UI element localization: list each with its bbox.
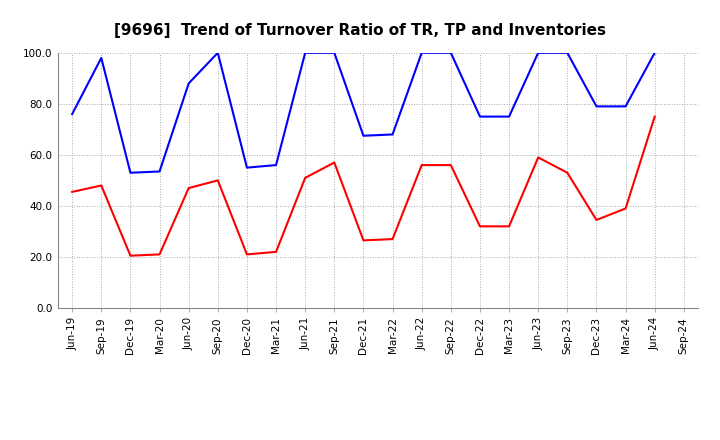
Trade Receivables [476,224,485,229]
Trade Payables [505,114,513,119]
Trade Receivables [505,224,513,229]
Line: Trade Payables: Trade Payables [72,53,654,173]
Trade Receivables [592,217,600,223]
Trade Payables [243,165,251,170]
Trade Payables [534,50,543,55]
Trade Receivables [650,114,659,119]
Trade Payables [330,50,338,55]
Trade Payables [97,55,106,61]
Line: Trade Receivables: Trade Receivables [72,117,654,256]
Trade Payables [476,114,485,119]
Text: [9696]  Trend of Turnover Ratio of TR, TP and Inventories: [9696] Trend of Turnover Ratio of TR, TP… [114,23,606,38]
Trade Receivables [418,162,426,168]
Trade Receivables [330,160,338,165]
Trade Payables [68,111,76,117]
Trade Payables [446,50,455,55]
Trade Payables [359,133,368,139]
Trade Payables [621,104,630,109]
Trade Receivables [388,236,397,242]
Trade Receivables [213,178,222,183]
Trade Receivables [97,183,106,188]
Trade Receivables [243,252,251,257]
Trade Payables [592,104,600,109]
Trade Payables [563,50,572,55]
Trade Payables [213,50,222,55]
Trade Receivables [184,185,193,191]
Trade Receivables [126,253,135,258]
Trade Payables [650,50,659,55]
Trade Receivables [359,238,368,243]
Trade Payables [418,50,426,55]
Trade Receivables [446,162,455,168]
Trade Receivables [301,175,310,180]
Trade Receivables [156,252,164,257]
Trade Payables [184,81,193,86]
Trade Payables [126,170,135,176]
Trade Payables [156,169,164,174]
Trade Receivables [621,206,630,211]
Trade Payables [388,132,397,137]
Trade Payables [271,162,280,168]
Trade Payables [301,50,310,55]
Trade Receivables [271,249,280,254]
Trade Receivables [534,155,543,160]
Trade Receivables [68,189,76,194]
Trade Receivables [563,170,572,176]
